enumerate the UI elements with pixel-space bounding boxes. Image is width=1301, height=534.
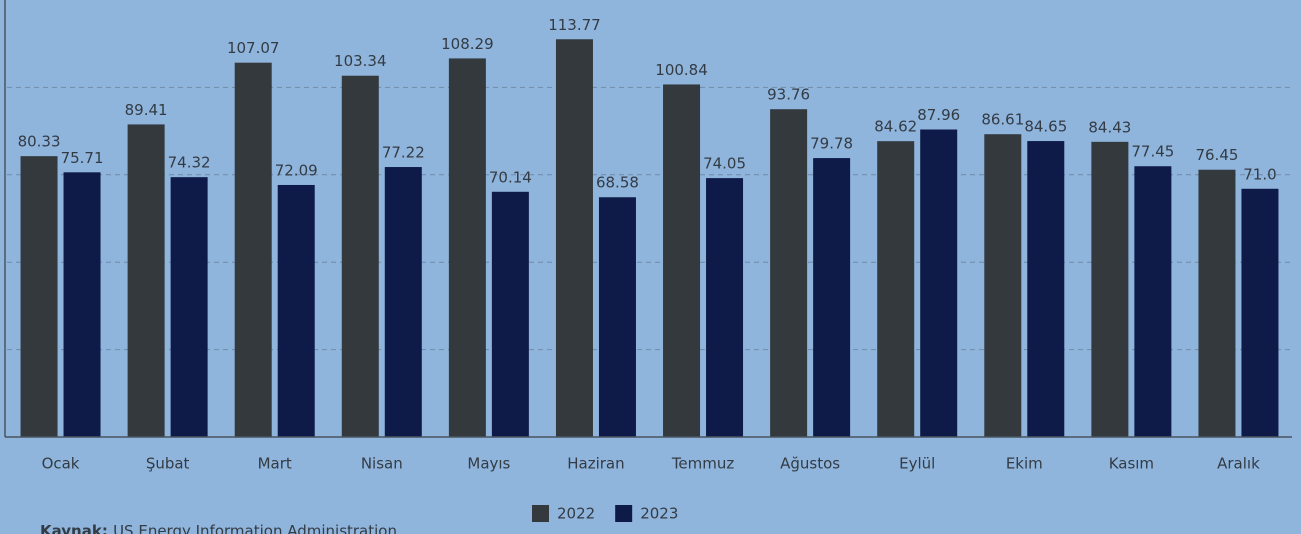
bar — [813, 158, 851, 438]
bar — [63, 172, 101, 437]
data-label: 107.07 — [227, 39, 280, 57]
data-label: 77.22 — [382, 144, 425, 162]
bar — [877, 141, 915, 437]
bar — [1027, 141, 1065, 437]
data-label: 68.58 — [596, 174, 639, 192]
bar — [234, 62, 272, 437]
legend-swatch — [615, 505, 633, 522]
bar — [1241, 188, 1279, 437]
bar — [598, 197, 636, 437]
x-tick-label: Eylül — [899, 455, 935, 473]
bar — [663, 84, 701, 437]
bar — [555, 39, 593, 438]
data-label: 70.14 — [489, 168, 532, 186]
bar — [448, 58, 486, 438]
bar — [1134, 166, 1172, 437]
bar — [920, 129, 958, 438]
data-label: 84.65 — [1024, 118, 1067, 136]
bar — [491, 191, 529, 437]
data-label: 84.62 — [874, 118, 917, 136]
x-tick-label: Şubat — [146, 455, 190, 473]
x-tick-label: Aralık — [1217, 455, 1260, 473]
data-label: 77.45 — [1131, 143, 1174, 161]
bar — [984, 134, 1022, 438]
data-label: 93.76 — [767, 86, 810, 104]
x-tick-label: Ekim — [1006, 455, 1043, 473]
bar — [384, 167, 422, 437]
data-label: 103.34 — [334, 52, 387, 70]
source-label: Kaynak: — [40, 522, 108, 534]
x-tick-label: Mart — [258, 455, 292, 473]
x-tick-label: Mayıs — [467, 455, 510, 473]
legend-label: 2023 — [640, 505, 678, 523]
data-label: 74.05 — [703, 155, 746, 173]
x-tick-label: Temmuz — [671, 455, 735, 473]
data-label: 84.43 — [1088, 118, 1131, 136]
bar — [1198, 169, 1236, 437]
data-label: 76.45 — [1195, 146, 1238, 164]
x-tick-label: Kasım — [1109, 455, 1154, 473]
bar — [770, 109, 808, 438]
data-label: 108.29 — [441, 35, 494, 53]
source-text: US Energy Information Administration — [113, 522, 397, 534]
data-label: 74.32 — [168, 154, 211, 172]
bar — [127, 124, 165, 437]
data-label: 113.77 — [548, 16, 601, 34]
data-label: 80.33 — [18, 133, 61, 151]
bar — [341, 75, 379, 437]
data-label: 79.78 — [810, 135, 853, 153]
bar — [1091, 141, 1129, 438]
data-label: 71.0 — [1243, 165, 1276, 183]
x-tick-label: Haziran — [567, 455, 624, 473]
legend-swatch — [532, 505, 549, 522]
legend-label: 2022 — [557, 505, 595, 523]
bar — [170, 177, 208, 437]
data-label: 75.71 — [61, 149, 104, 167]
data-label: 100.84 — [655, 61, 708, 79]
x-tick-label: Nisan — [361, 455, 403, 473]
bar — [20, 156, 58, 437]
x-tick-label: Ağustos — [780, 455, 840, 473]
source: Kaynak: US Energy Information Administra… — [40, 522, 397, 534]
data-label: 86.61 — [981, 111, 1024, 129]
data-label: 89.41 — [125, 101, 168, 119]
bar — [277, 184, 315, 437]
data-label: 72.09 — [275, 161, 318, 179]
x-tick-label: Ocak — [42, 455, 80, 473]
bar — [706, 178, 744, 437]
data-label: 87.96 — [917, 106, 960, 124]
